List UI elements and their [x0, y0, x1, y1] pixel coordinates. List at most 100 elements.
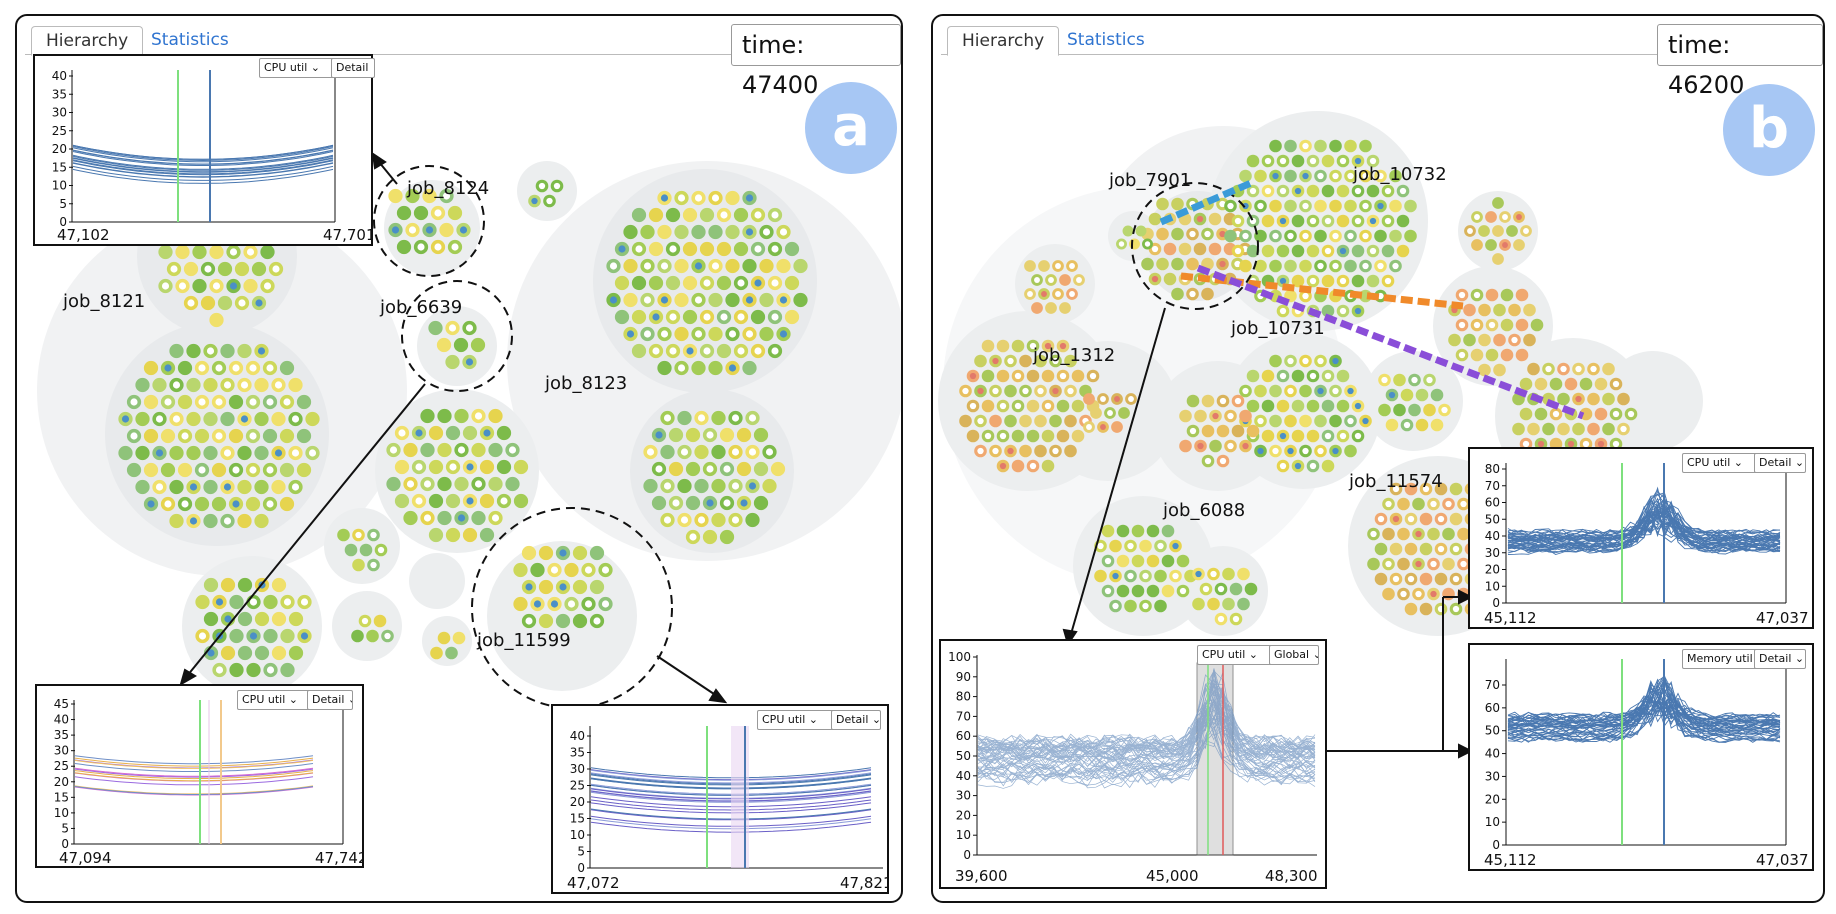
node-dot[interactable] — [1261, 429, 1275, 443]
node-dot[interactable] — [1034, 354, 1047, 368]
node-dot[interactable] — [1602, 392, 1615, 406]
node-dot[interactable] — [1261, 369, 1275, 383]
node-dot[interactable] — [288, 611, 304, 627]
node-dot[interactable] — [1171, 287, 1184, 301]
node-dot[interactable] — [262, 428, 278, 444]
node-dot[interactable] — [169, 343, 184, 359]
node-dot[interactable] — [725, 292, 740, 308]
timeseries-inset-b3[interactable]: Memory util ⌄ Detail ⌄ 70 60 50 40 30 20 10 0 4… — [1468, 643, 1814, 871]
node-dot[interactable] — [699, 207, 715, 223]
node-dot[interactable] — [1500, 348, 1514, 362]
node-dot[interactable] — [1101, 524, 1115, 538]
node-dot[interactable] — [1374, 572, 1388, 586]
node-dot[interactable] — [194, 428, 210, 444]
node-dot[interactable] — [260, 244, 275, 260]
node-dot[interactable] — [271, 411, 286, 427]
node-dot[interactable] — [1131, 524, 1145, 538]
node-dot[interactable] — [337, 528, 350, 542]
node-dot[interactable] — [648, 241, 664, 257]
node-dot[interactable] — [674, 292, 689, 308]
node-dot[interactable] — [1321, 304, 1335, 318]
node-dot[interactable] — [1314, 229, 1327, 243]
node-dot[interactable] — [169, 513, 184, 529]
node-dot[interactable] — [237, 343, 252, 359]
node-dot[interactable] — [1154, 599, 1167, 613]
node-dot[interactable] — [479, 527, 495, 543]
node-dot[interactable] — [386, 476, 401, 492]
node-dot[interactable] — [759, 326, 774, 342]
node-dot[interactable] — [1239, 169, 1252, 183]
node-dot[interactable] — [1492, 225, 1504, 237]
node-dot[interactable] — [974, 354, 987, 368]
node-dot[interactable] — [685, 461, 701, 477]
node-dot[interactable] — [1527, 362, 1540, 376]
node-dot[interactable] — [750, 309, 766, 325]
node-dot[interactable] — [470, 337, 486, 353]
job-label-8124[interactable]: job_8124 — [406, 178, 489, 199]
node-dot[interactable] — [1500, 288, 1514, 302]
node-dot[interactable] — [203, 445, 218, 461]
node-dot[interactable] — [1163, 242, 1177, 256]
node-dot[interactable] — [1344, 444, 1357, 458]
node-dot[interactable] — [674, 258, 689, 274]
node-dot[interactable] — [200, 295, 216, 311]
node-dot[interactable] — [1261, 244, 1275, 258]
mode-select[interactable]: Detail ⌄ — [331, 58, 375, 78]
node-dot[interactable] — [1430, 418, 1444, 432]
node-dot[interactable] — [1493, 333, 1506, 347]
node-dot[interactable] — [1071, 429, 1085, 443]
node-dot[interactable] — [1284, 169, 1297, 183]
tab-hierarchy[interactable]: Hierarchy — [947, 26, 1060, 56]
node-dot[interactable] — [1336, 184, 1350, 198]
node-dot[interactable] — [708, 326, 723, 342]
node-dot[interactable] — [254, 645, 270, 661]
node-dot[interactable] — [452, 631, 466, 645]
node-dot[interactable] — [1237, 597, 1250, 611]
time-select[interactable]: time: 46200⌄ — [1657, 24, 1823, 99]
node-dot[interactable] — [1156, 227, 1169, 241]
node-dot[interactable] — [445, 354, 460, 370]
node-dot[interactable] — [1442, 527, 1455, 541]
node-dot[interactable] — [1116, 524, 1130, 538]
node-dot[interactable] — [1314, 199, 1327, 213]
node-dot[interactable] — [513, 459, 529, 475]
node-dot[interactable] — [437, 510, 452, 526]
node-dot[interactable] — [420, 442, 435, 458]
node-dot[interactable] — [160, 462, 176, 478]
node-dot[interactable] — [1291, 274, 1305, 288]
node-dot[interactable] — [479, 493, 495, 509]
node-dot[interactable] — [682, 241, 698, 257]
node-dot[interactable] — [1269, 199, 1282, 213]
node-dot[interactable] — [1515, 318, 1529, 332]
node-dot[interactable] — [657, 360, 672, 376]
node-dot[interactable] — [1041, 459, 1055, 473]
node-dot[interactable] — [143, 394, 159, 410]
node-dot[interactable] — [665, 207, 681, 223]
node-dot[interactable] — [1004, 384, 1017, 398]
node-dot[interactable] — [373, 614, 387, 628]
node-dot[interactable] — [1478, 363, 1491, 377]
node-dot[interactable] — [966, 429, 980, 443]
node-dot[interactable] — [1146, 584, 1160, 598]
node-dot[interactable] — [1404, 229, 1417, 243]
node-dot[interactable] — [1478, 333, 1491, 347]
node-dot[interactable] — [1579, 407, 1593, 421]
node-dot[interactable] — [694, 478, 709, 494]
node-dot[interactable] — [753, 427, 769, 443]
node-dot[interactable] — [437, 408, 452, 424]
node-dot[interactable] — [708, 360, 723, 376]
node-dot[interactable] — [753, 461, 769, 477]
node-dot[interactable] — [1038, 260, 1050, 272]
node-dot[interactable] — [1485, 211, 1497, 223]
node-dot[interactable] — [229, 628, 244, 644]
node-dot[interactable] — [660, 444, 675, 460]
node-dot[interactable] — [1246, 369, 1260, 383]
node-dot[interactable] — [135, 445, 150, 461]
node-dot[interactable] — [254, 479, 269, 495]
node-dot[interactable] — [263, 594, 278, 610]
node-dot[interactable] — [538, 545, 554, 561]
node-dot[interactable] — [175, 244, 190, 260]
node-dot[interactable] — [394, 459, 410, 475]
node-dot[interactable] — [1321, 274, 1335, 288]
node-dot[interactable] — [1201, 424, 1215, 438]
